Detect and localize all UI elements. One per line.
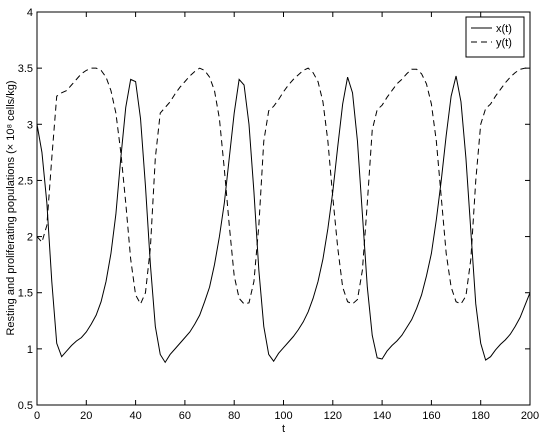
- x-axis-label: t: [282, 423, 285, 435]
- y-tick-label: 1.5: [18, 288, 33, 300]
- x-tick-label: 180: [472, 410, 490, 422]
- y-tick-label: 3: [27, 119, 33, 131]
- series-line: [36, 67, 530, 306]
- x-tick-label: 20: [80, 410, 92, 422]
- y-tick-label: 4: [27, 7, 33, 19]
- x-tick-label: 200: [521, 410, 539, 422]
- y-tick-label: 2.5: [18, 175, 33, 187]
- y-tick-label: 1: [27, 344, 33, 356]
- x-tick-label: 100: [274, 410, 292, 422]
- x-tick-label: 0: [34, 410, 40, 422]
- x-tick-label: 140: [373, 410, 391, 422]
- x-tick-label: 40: [129, 410, 141, 422]
- x-tick-label: 60: [179, 410, 191, 422]
- y-tick-label: 2: [27, 232, 33, 244]
- series-line: [36, 75, 531, 364]
- x-tick-label: 120: [324, 410, 342, 422]
- x-tick-label: 160: [422, 410, 440, 422]
- legend-box: [465, 16, 525, 58]
- x-tick-label: 80: [228, 410, 240, 422]
- y-axis-label: Resting and proliferating populations (×…: [5, 80, 17, 335]
- y-tick-label: 3.5: [18, 63, 33, 75]
- y-tick-label: 0.5: [18, 400, 33, 412]
- legend-label: y(t): [496, 37, 512, 49]
- legend-label: x(t): [496, 23, 512, 35]
